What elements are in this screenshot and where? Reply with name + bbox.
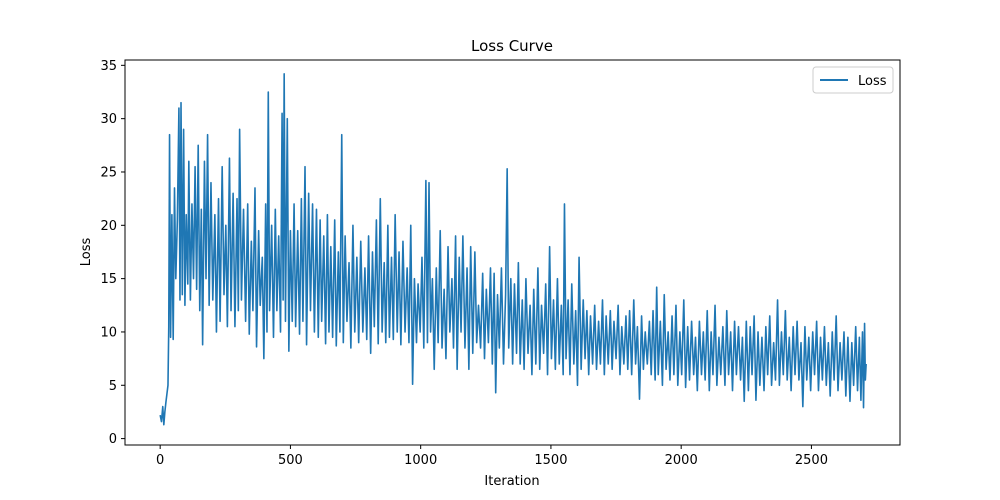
axes-group: 0 500 1000 1500 2000 2500 0 5 10 15 20 25 30 35 — [100, 59, 828, 468]
legend-label-loss: Loss — [858, 74, 887, 89]
y-tick-label: 0 — [109, 432, 117, 447]
x-tick-label: 0 — [156, 453, 164, 468]
chart-title: Loss Curve — [471, 37, 553, 55]
plot-area — [159, 73, 867, 426]
axes-frame — [124, 59, 901, 446]
x-tick-label: 2000 — [665, 453, 698, 468]
legend: Loss — [812, 66, 894, 94]
x-tick-label: 1000 — [404, 453, 437, 468]
x-axis-label: Iteration — [484, 474, 539, 489]
x-tick-label: 2500 — [795, 453, 828, 468]
y-tick-label: 10 — [100, 325, 117, 340]
y-axis-label: Loss — [79, 238, 94, 267]
y-tick-label: 30 — [100, 112, 117, 127]
legend-box — [812, 66, 894, 94]
x-tick-label: 500 — [278, 453, 303, 468]
y-tick-label: 5 — [109, 379, 117, 394]
y-tick-label: 35 — [100, 59, 117, 74]
y-tick-label: 25 — [100, 165, 117, 180]
series-line-loss — [159, 73, 867, 426]
x-tick-label: 1500 — [534, 453, 567, 468]
y-tick-label: 15 — [100, 272, 117, 287]
y-tick-label: 20 — [100, 219, 117, 234]
